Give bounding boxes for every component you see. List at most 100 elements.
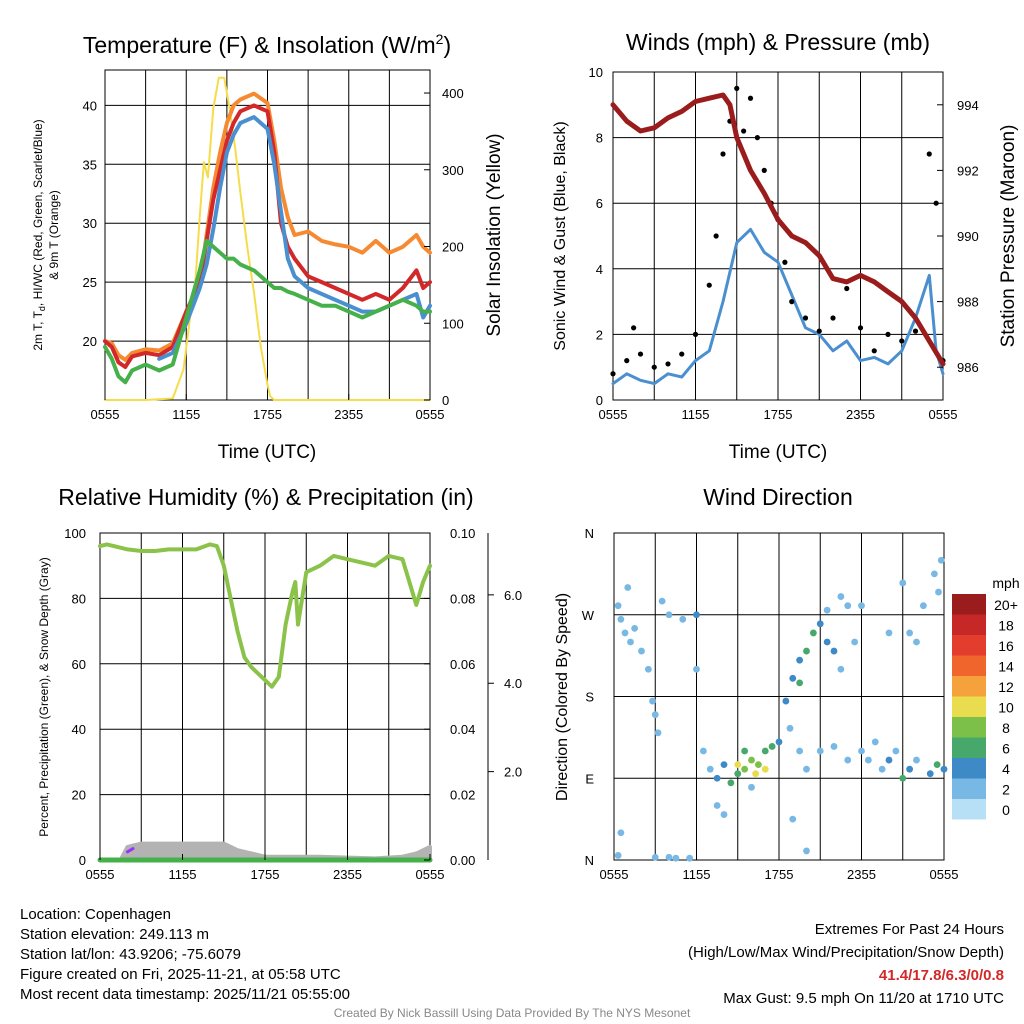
temperature-ylabel-left-line2: & 9m T (Orange) (47, 190, 61, 280)
direction-point (899, 579, 907, 587)
y-tick-label-right: 100 (442, 316, 464, 331)
direction-point (654, 729, 662, 737)
direction-point (871, 738, 879, 746)
y-tick-label-left: 25 (83, 275, 97, 290)
gust-point (651, 364, 657, 370)
direction-point (734, 761, 742, 769)
direction-point (775, 738, 783, 746)
direction-point (713, 774, 721, 782)
direction-point (796, 656, 804, 664)
x-tick-label: 1155 (169, 867, 197, 882)
direction-point (837, 593, 845, 600)
direction-point (693, 665, 700, 673)
direction-point (752, 770, 760, 778)
y-tick-label-snow: 6.0 (504, 588, 522, 603)
x-tick-label: 1155 (683, 867, 711, 882)
winds-ylabel-left: Sonic Wind & Gust (Blue, Black) (552, 121, 569, 350)
direction-point (720, 811, 728, 818)
y-tick-label-left: 0 (79, 853, 86, 868)
direction-point (816, 620, 824, 628)
direction-point (864, 756, 872, 764)
x-tick-label: 1155 (172, 407, 200, 422)
direction-point (693, 611, 700, 619)
direction-point (782, 697, 790, 705)
direction-point (665, 611, 673, 619)
x-tick-label: 0555 (600, 867, 629, 882)
legend-label: 8 (1002, 720, 1010, 736)
y-tick-label-left: 6 (596, 196, 603, 211)
y-tick-label-left: 10 (589, 65, 603, 80)
legend-label: 12 (998, 679, 1014, 695)
direction-point (748, 783, 755, 791)
gust-point (933, 200, 939, 206)
direction-point (789, 674, 797, 682)
direction-point (930, 570, 938, 578)
gust-point (802, 315, 809, 321)
y-tick-label-right: 300 (442, 163, 464, 178)
gust-point (741, 128, 747, 134)
direction-point (809, 629, 817, 637)
humidity-ylabel-left: Percent, Precipitation (Green), & Snow D… (37, 557, 51, 836)
credit-text: Created By Nick Bassill Using Data Provi… (333, 1006, 691, 1020)
direction-point (614, 852, 622, 859)
direction-point (627, 638, 634, 646)
y-tick-label-left: 40 (83, 98, 97, 113)
gust-point (747, 95, 754, 101)
x-tick-label: 2355 (847, 867, 876, 882)
y-tick-label-right: 992 (957, 163, 979, 178)
direction-point (658, 597, 666, 605)
x-tick-label: 1755 (251, 867, 280, 882)
direction-point (665, 853, 673, 861)
x-tick-label: 2355 (333, 867, 362, 882)
recent-text: Most recent data timestamp: 2025/11/21 0… (20, 986, 350, 1003)
direction-point (761, 765, 769, 773)
direction-point (631, 624, 639, 632)
station-info: Location: Copenhagen Station elevation: … (20, 905, 350, 1005)
direction-point (816, 747, 824, 755)
wind-direction-panel: Wind Direction 0555 1155 1755 2355 0555 N E S W N… (554, 484, 1020, 882)
gust-point (761, 167, 767, 173)
legend-swatch (952, 717, 986, 738)
y-tick-label-direction: E (585, 771, 594, 786)
direction-point (617, 829, 625, 837)
direction-point (672, 854, 680, 862)
gust-point (926, 151, 932, 157)
y-tick-label-snow: 4.0 (504, 676, 522, 691)
legend-swatch (952, 778, 986, 799)
latlon-text: Station lat/lon: 43.9206; -75.6079 (20, 946, 242, 963)
direction-point (741, 765, 749, 773)
wind-direction-ylabel: Direction (Colored By Speed) (554, 593, 571, 801)
y-tick-label-left: 2 (596, 327, 603, 342)
direction-point (830, 743, 838, 750)
x-tick-label: 2355 (846, 407, 875, 422)
y-tick-label-right: 986 (957, 360, 979, 375)
y-tick-label-left: 100 (64, 526, 86, 541)
direction-point (761, 747, 769, 755)
gust-point (665, 361, 671, 367)
y-tick-label-right: 988 (957, 295, 979, 310)
direction-point (734, 770, 742, 778)
direction-point (940, 765, 948, 773)
x-tick-label: 0555 (930, 867, 959, 882)
created-text: Figure created on Fri, 2025-11-21, at 05… (20, 966, 341, 983)
gust-point (857, 325, 864, 331)
y-tick-label-left: 0 (596, 393, 603, 408)
direction-point (803, 765, 810, 773)
y-tick-label-snow: 2.0 (504, 765, 522, 780)
direction-point (844, 602, 852, 610)
gust-point (692, 331, 699, 337)
direction-point (892, 747, 900, 755)
gust-point (844, 285, 850, 292)
gust-point (624, 358, 630, 364)
x-tick-label: 2355 (334, 407, 363, 422)
y-tick-label-right: 400 (442, 86, 464, 101)
series-line-marker (126, 847, 135, 854)
series-line-sonic-wind (611, 227, 945, 386)
gust-point (782, 259, 788, 265)
winds-title: Winds (mph) & Pressure (mb) (626, 29, 930, 55)
direction-point (933, 761, 941, 769)
gust-point (830, 315, 836, 321)
y-tick-label-left: 30 (83, 216, 97, 231)
y-tick-label-left: 20 (83, 334, 97, 349)
direction-point (823, 638, 831, 646)
